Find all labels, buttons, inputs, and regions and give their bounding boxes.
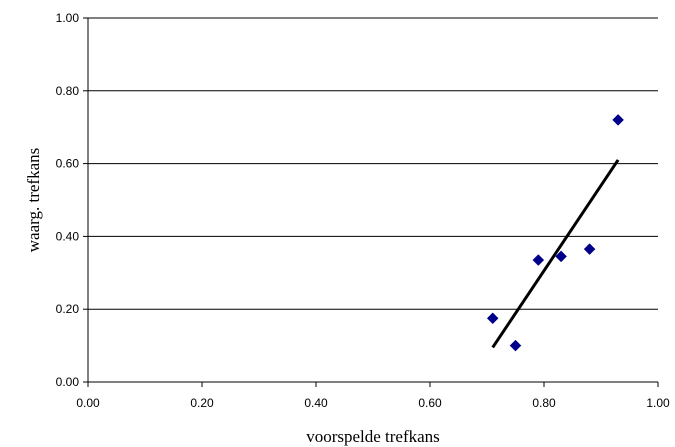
data-point: [612, 114, 624, 126]
data-point: [583, 243, 596, 255]
data-point: [509, 339, 522, 352]
y-tick-label: 0.40: [56, 229, 80, 243]
axes: [83, 17, 659, 387]
y-tick-label: 0.00: [56, 375, 80, 389]
x-tick-label: 0.20: [190, 396, 214, 410]
data-point: [555, 250, 567, 263]
x-axis-title: voorspelde trefkans: [306, 427, 440, 446]
x-tick-label: 0.60: [418, 396, 442, 410]
gridlines: [88, 17, 658, 310]
y-tick-label: 0.80: [56, 84, 80, 98]
x-tick-label: 0.40: [304, 396, 328, 410]
y-axis-title: waarg. trefkans: [24, 148, 43, 252]
tick-labels: 0.00 0.20 0.40 0.60 0.80 1.00 0.00 0.20 0.40 0.60…: [56, 11, 670, 410]
x-tick-label: 0.00: [76, 396, 100, 410]
x-tick-label: 0.80: [532, 396, 556, 410]
y-tick-label: 0.60: [56, 157, 80, 171]
y-tick-label: 0.20: [56, 302, 80, 316]
data-series: [486, 114, 624, 352]
data-point: [486, 312, 499, 325]
trend-line: [491, 159, 620, 349]
y-tick-label: 1.00: [56, 11, 80, 25]
data-point: [532, 254, 545, 266]
x-tick-label: 1.00: [646, 396, 670, 410]
